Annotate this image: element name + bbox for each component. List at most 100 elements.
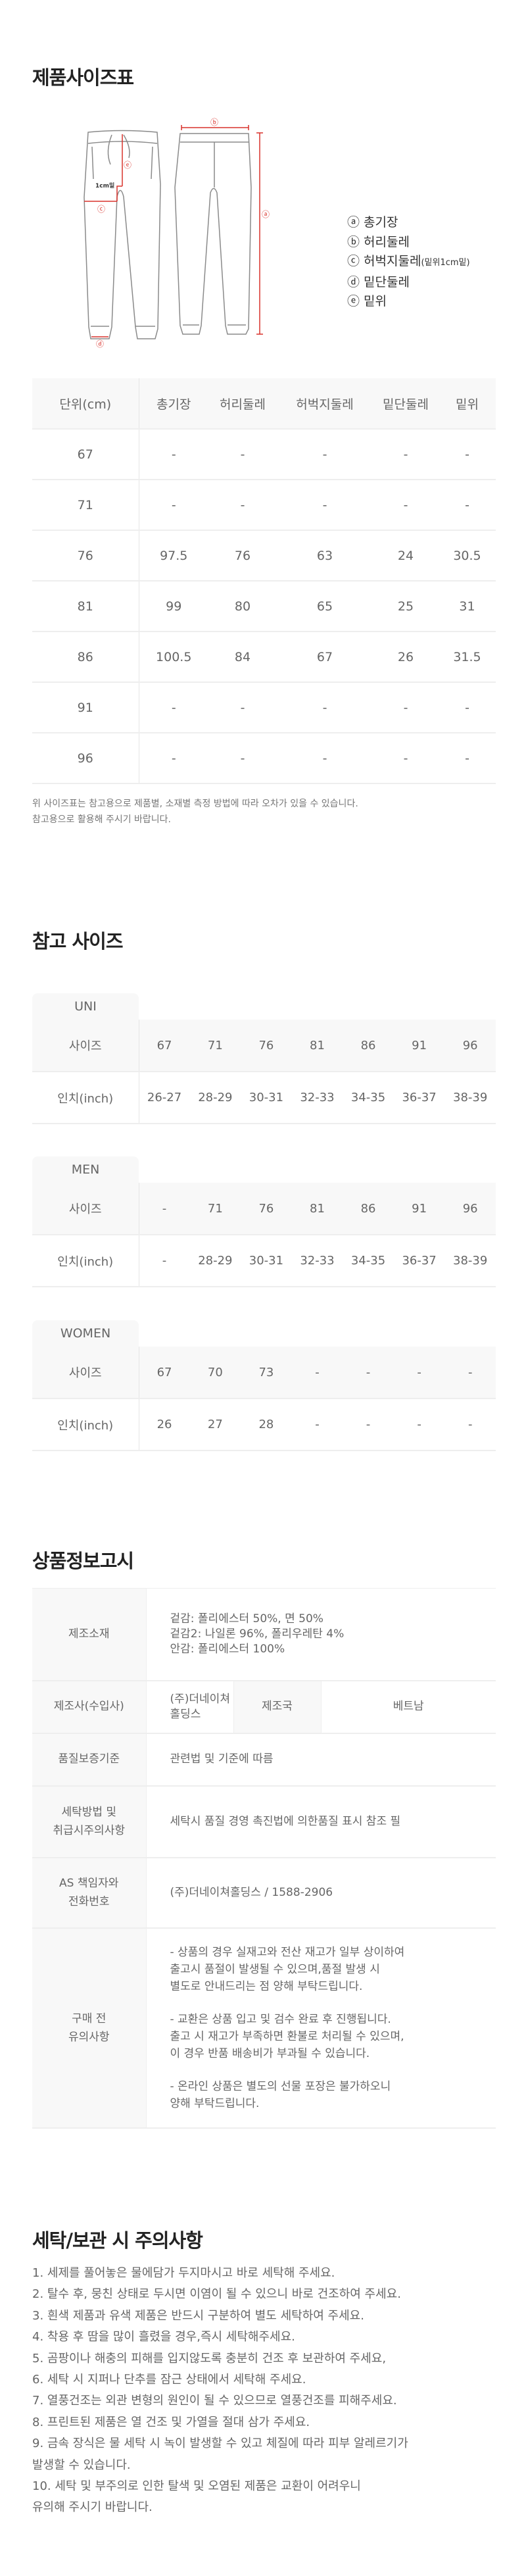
size-cell: - [444,1347,496,1399]
inch-cell: - [444,1399,496,1451]
marker-d: ⓓ [96,339,104,349]
inch-cell: 38-39 [444,1072,496,1124]
measurement-cell: 80 [208,581,277,632]
measurement-cell: 84 [208,632,277,683]
as-value: (주)더네이쳐홀딩스 / 1588-2906 [146,1857,496,1929]
marker-c: ⓒ [97,205,105,214]
reference-table: 사이즈 67 70 73- - - - 인치(inch) 26 27 28- - - - [32,1347,496,1451]
size-cell: 67 [139,1347,190,1399]
size-cell: 81 [291,1020,343,1072]
measurement-cell: - [277,429,373,480]
notice-label: 구매 전 유의사항 [32,1927,147,2129]
table-row: 91- - - - - [32,682,496,733]
product-info-table: 제조소재 겉감: 폴리에스터 50%, 면 50% 겉감2: 나일론 96%, 폴… [32,1588,496,2129]
measure-line-b [181,125,249,130]
table-row: 86 100.5 84 67 26 31.5 [32,632,496,683]
size-cell: 70 [189,1347,241,1399]
size-cell: 86 [343,1183,394,1235]
country-value: 베트남 [321,1680,496,1734]
inch-cell: - [343,1399,394,1451]
reference-table: 사이즈 67 71 76 81 86 91 96 인치(inch) 26-27 28-29 30-31… [32,1020,496,1124]
row-label: 인치(inch) [32,1399,139,1451]
measurement-cell: 65 [277,581,373,632]
measurement-cell: - [208,480,277,531]
row-label: 사이즈 [32,1347,139,1399]
group-label: WOMEN [32,1320,139,1347]
size-table: 단위(cm) 총기장 허리둘레 허벅지둘레 밑단둘레 밑위 67- - - - -71- - - - -76… [32,378,496,784]
measurement-cell: - [277,480,373,531]
size-cell: 86 [32,632,139,683]
measurement-cell: - [373,733,439,784]
size-cell: 71 [189,1020,241,1072]
measurement-cell: - [277,682,373,733]
measurement-legend: ⓐ 총기장 ⓑ 허리둘레 ⓒ 허벅지둘레(밑위1cm밑) ⓓ 밑단둘레 ⓔ 밑위 [347,213,470,312]
size-cell: 86 [343,1020,394,1072]
size-cell: 81 [32,581,139,632]
crotch-note: 1cm밑 [95,182,114,189]
material-value: 겉감: 폴리에스터 50%, 면 50% 겉감2: 나일론 96%, 폴리우레탄 … [146,1588,496,1681]
as-label: AS 책임자와 전화번호 [32,1857,147,1929]
table-row: 인치(inch) 26-27 28-29 30-31 32-33 34-35 36-37 38… [32,1072,496,1124]
measurement-cell: - [208,733,277,784]
reference-table: 사이즈 -71 76 81 86 91 96 인치(inch) -28-29 30-31 32-33… [32,1183,496,1287]
notice-value: - 상품의 경우 실재고와 전산 재고가 일부 상이하여 출고시 품절이 발생될… [146,1927,496,2129]
size-table-header: 단위(cm) 총기장 허리둘레 허벅지둘레 밑단둘레 밑위 [32,378,496,430]
inch-cell: 28-29 [189,1072,241,1124]
inch-cell: 28 [241,1399,292,1451]
pants-measurement-diagram: ⓐ ⓑ ⓒ ⓓ ⓔ 1cm밑 [84,118,270,349]
inch-cell: 27 [189,1399,241,1451]
measurement-cell: - [277,733,373,784]
size-cell: 76 [241,1183,292,1235]
column-header: 허리둘레 [208,378,277,430]
table-row: 사이즈 -71 76 81 86 91 96 [32,1183,496,1235]
size-cell: 91 [32,682,139,733]
column-header: 밑단둘레 [373,378,439,430]
table-row: 76 97.5 76 63 24 30.5 [32,530,496,582]
inch-cell: 36-37 [393,1072,445,1124]
marker-a: ⓐ [262,210,270,219]
size-cell: - [393,1347,445,1399]
row-label: 사이즈 [32,1183,139,1235]
info-title: 상품정보고시 [32,1550,134,1572]
size-cell: 91 [393,1183,445,1235]
measurement-cell: 63 [277,530,373,582]
measurement-cell: - [139,733,208,784]
measurement-cell: 30.5 [439,530,496,582]
legend-item: ⓑ 허리둘레 [347,234,410,249]
inch-cell: - [291,1399,343,1451]
size-cell: 76 [241,1020,292,1072]
marker-b: ⓑ [210,118,218,127]
inch-cell: 32-33 [291,1235,343,1287]
pants-back-outline [174,133,252,335]
measurement-cell: - [208,682,277,733]
reference-title: 참고 사이즈 [32,930,123,953]
size-cell: 71 [189,1183,241,1235]
measurement-cell: 99 [139,581,208,632]
size-cell: - [291,1347,343,1399]
size-cell: 96 [32,733,139,784]
care-item: 8. 프린트된 제품은 열 건조 및 가열을 절대 삼가 주세요. [32,2415,310,2429]
pants-front-outline [84,130,161,339]
size-cell: 96 [444,1020,496,1072]
row-label: 인치(inch) [32,1072,139,1124]
inch-cell: 36-37 [393,1235,445,1287]
size-chart-title: 제품사이즈표 [32,66,134,89]
table-row: 96- - - - - [32,733,496,784]
marker-e: ⓔ [124,161,132,170]
measurement-cell: - [439,429,496,480]
inch-cell: 28-29 [189,1235,241,1287]
size-cell: - [139,1183,190,1235]
table-row: 81 99 80 65 25 31 [32,581,496,632]
measurement-cell: - [439,682,496,733]
measurement-cell: 100.5 [139,632,208,683]
table-row: 67- - - - - [32,429,496,480]
measurement-cell: 67 [277,632,373,683]
size-cell: 73 [241,1347,292,1399]
measurement-cell: 31.5 [439,632,496,683]
inch-cell: 32-33 [291,1072,343,1124]
row-label: 사이즈 [32,1020,139,1072]
care-item: 7. 열풍건조는 외관 변형의 원인이 될 수 있으므로 열풍건조를 피해주세요… [32,2394,397,2408]
column-header: 밑위 [439,378,496,430]
measurement-cell: - [208,429,277,480]
legend-item: ⓔ 밑위 [347,294,387,309]
